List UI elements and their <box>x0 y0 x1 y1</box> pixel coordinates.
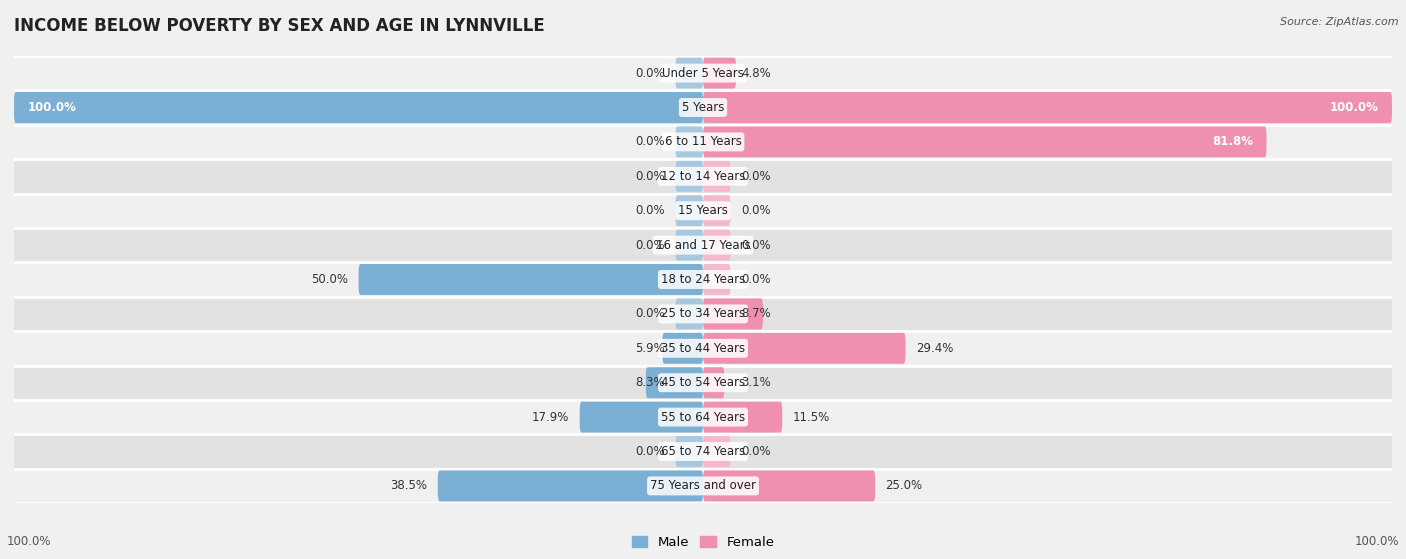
FancyBboxPatch shape <box>703 264 731 295</box>
Bar <box>14 366 1392 400</box>
Bar <box>14 297 1392 331</box>
Text: 55 to 64 Years: 55 to 64 Years <box>661 411 745 424</box>
Bar <box>14 193 1392 228</box>
Text: 81.8%: 81.8% <box>1212 135 1253 148</box>
Bar <box>14 159 1392 193</box>
Text: 100.0%: 100.0% <box>28 101 77 114</box>
Text: 50.0%: 50.0% <box>311 273 349 286</box>
FancyBboxPatch shape <box>703 436 731 467</box>
Bar <box>14 262 1392 297</box>
FancyBboxPatch shape <box>359 264 703 295</box>
FancyBboxPatch shape <box>675 161 703 192</box>
Text: 0.0%: 0.0% <box>636 67 665 79</box>
Text: 35 to 44 Years: 35 to 44 Years <box>661 342 745 355</box>
Bar <box>14 91 1392 125</box>
Bar <box>14 228 1392 262</box>
Text: INCOME BELOW POVERTY BY SEX AND AGE IN LYNNVILLE: INCOME BELOW POVERTY BY SEX AND AGE IN L… <box>14 17 544 35</box>
Text: 0.0%: 0.0% <box>636 239 665 252</box>
FancyBboxPatch shape <box>703 230 731 260</box>
Text: 0.0%: 0.0% <box>636 445 665 458</box>
Text: 65 to 74 Years: 65 to 74 Years <box>661 445 745 458</box>
FancyBboxPatch shape <box>437 471 703 501</box>
Text: 100.0%: 100.0% <box>1354 535 1399 548</box>
Text: 100.0%: 100.0% <box>7 535 52 548</box>
FancyBboxPatch shape <box>662 333 703 364</box>
Bar <box>14 56 1392 91</box>
Text: 0.0%: 0.0% <box>741 273 770 286</box>
Bar <box>14 400 1392 434</box>
FancyBboxPatch shape <box>645 367 703 398</box>
FancyBboxPatch shape <box>675 436 703 467</box>
Bar <box>14 434 1392 468</box>
FancyBboxPatch shape <box>675 230 703 260</box>
Text: 0.0%: 0.0% <box>636 135 665 148</box>
FancyBboxPatch shape <box>703 299 763 329</box>
Text: 29.4%: 29.4% <box>915 342 953 355</box>
Text: 25 to 34 Years: 25 to 34 Years <box>661 307 745 320</box>
Text: 0.0%: 0.0% <box>636 204 665 217</box>
Text: 16 and 17 Years: 16 and 17 Years <box>655 239 751 252</box>
Text: 15 Years: 15 Years <box>678 204 728 217</box>
Text: 0.0%: 0.0% <box>636 307 665 320</box>
Text: 3.1%: 3.1% <box>741 376 770 389</box>
FancyBboxPatch shape <box>675 195 703 226</box>
Text: 8.7%: 8.7% <box>741 307 770 320</box>
FancyBboxPatch shape <box>703 367 724 398</box>
Text: 45 to 54 Years: 45 to 54 Years <box>661 376 745 389</box>
Text: 0.0%: 0.0% <box>741 204 770 217</box>
FancyBboxPatch shape <box>703 92 1392 123</box>
Text: 25.0%: 25.0% <box>886 480 922 492</box>
FancyBboxPatch shape <box>703 161 731 192</box>
FancyBboxPatch shape <box>703 195 731 226</box>
Text: 5.9%: 5.9% <box>636 342 665 355</box>
FancyBboxPatch shape <box>579 401 703 433</box>
Text: 18 to 24 Years: 18 to 24 Years <box>661 273 745 286</box>
Text: 38.5%: 38.5% <box>391 480 427 492</box>
Text: 0.0%: 0.0% <box>741 170 770 183</box>
Text: 0.0%: 0.0% <box>636 170 665 183</box>
FancyBboxPatch shape <box>703 126 1267 158</box>
Text: 12 to 14 Years: 12 to 14 Years <box>661 170 745 183</box>
Text: 100.0%: 100.0% <box>1329 101 1378 114</box>
Text: 6 to 11 Years: 6 to 11 Years <box>665 135 741 148</box>
Bar <box>14 331 1392 366</box>
FancyBboxPatch shape <box>703 333 905 364</box>
Text: Under 5 Years: Under 5 Years <box>662 67 744 79</box>
Legend: Male, Female: Male, Female <box>626 531 780 555</box>
Text: 8.3%: 8.3% <box>636 376 665 389</box>
Text: 0.0%: 0.0% <box>741 239 770 252</box>
Text: 75 Years and over: 75 Years and over <box>650 480 756 492</box>
FancyBboxPatch shape <box>14 92 703 123</box>
Text: 11.5%: 11.5% <box>793 411 830 424</box>
FancyBboxPatch shape <box>675 299 703 329</box>
FancyBboxPatch shape <box>703 471 875 501</box>
Text: 5 Years: 5 Years <box>682 101 724 114</box>
Text: 4.8%: 4.8% <box>741 67 770 79</box>
FancyBboxPatch shape <box>675 58 703 88</box>
Bar <box>14 468 1392 503</box>
Text: 0.0%: 0.0% <box>741 445 770 458</box>
Text: Source: ZipAtlas.com: Source: ZipAtlas.com <box>1281 17 1399 27</box>
FancyBboxPatch shape <box>703 58 737 88</box>
Bar <box>14 125 1392 159</box>
FancyBboxPatch shape <box>675 126 703 158</box>
Text: 17.9%: 17.9% <box>531 411 569 424</box>
FancyBboxPatch shape <box>703 401 782 433</box>
